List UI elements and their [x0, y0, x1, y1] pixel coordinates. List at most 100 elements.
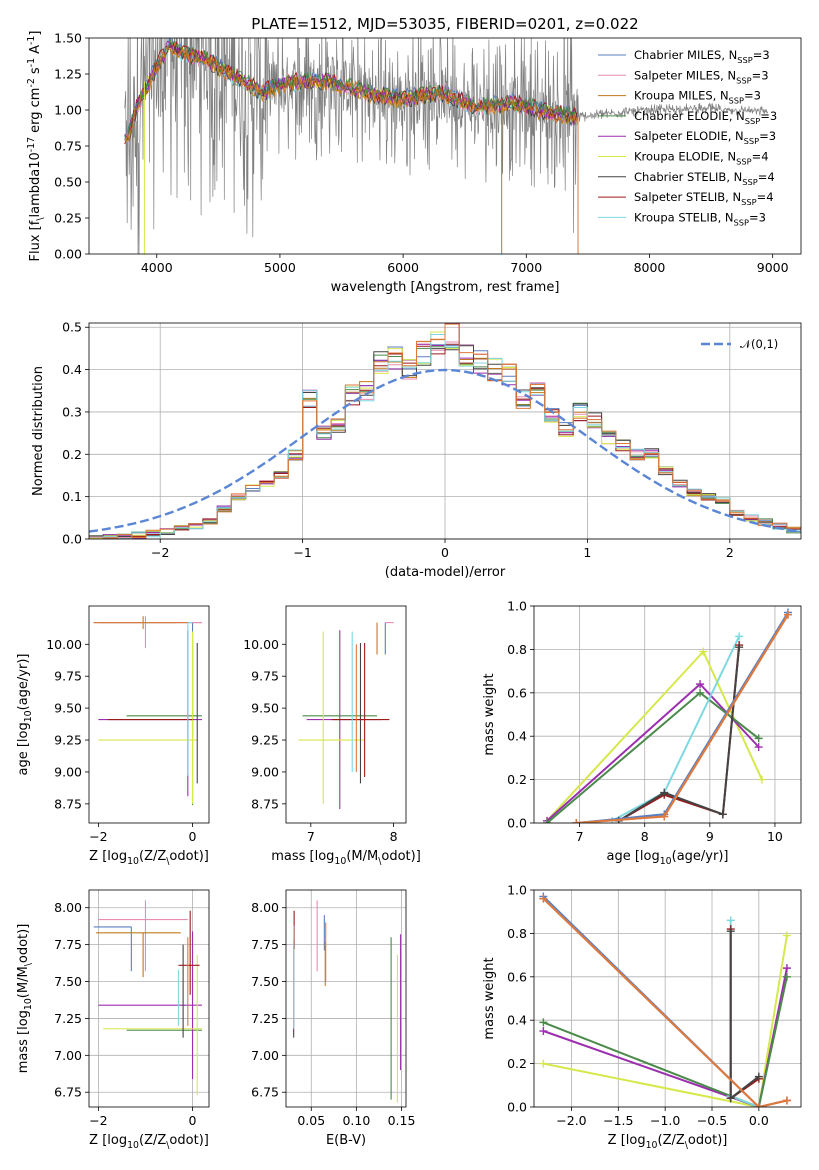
y-tick-label: 0.6 — [507, 685, 527, 700]
x-tick-label: 0 — [189, 1113, 197, 1128]
x-tick-label: 0 — [441, 545, 449, 560]
weight-marker-kroupa_stelib — [735, 632, 744, 641]
y-tick-label: 0.1 — [62, 489, 82, 504]
legend-label: Chabrier MILES, NSSP=3 — [634, 48, 770, 65]
model-spectrum-chabrier_elodie — [124, 38, 578, 142]
weight-marker-orange_model — [660, 812, 669, 821]
plot-area — [539, 892, 791, 1107]
y-tick-label: 7.00 — [251, 1048, 279, 1063]
x-tick-label: −2.0 — [556, 1113, 586, 1128]
axes-frame — [533, 605, 802, 824]
panel-spectrum: 4000 5000 6000 7000 8000 9000 0.00 0.25 0.50 0.75… — [26, 15, 802, 295]
y-tick-label: 0.4 — [507, 1013, 527, 1028]
y-axis-label: mass weight — [482, 957, 497, 1039]
normal-distribution-curve — [89, 368, 801, 533]
y-tick-label: 0.2 — [507, 772, 527, 787]
axes-frame — [285, 605, 407, 824]
axes-frame — [285, 889, 407, 1108]
y-tick-label: 9.25 — [54, 733, 82, 748]
legend-label: 𝒩(0,1) — [740, 337, 778, 351]
weight-marker-chabrier_elodie — [543, 819, 552, 823]
y-tick-label: 7.50 — [54, 974, 82, 989]
weight-marker-kroupa_stelib — [726, 916, 735, 925]
x-tick-label: 7 — [307, 829, 315, 844]
plot-area — [93, 616, 202, 806]
x-tick-label: 7000 — [510, 260, 542, 275]
y-tick-label: 9.00 — [251, 764, 279, 779]
x-tick-label: 0 — [189, 829, 197, 844]
y-tick-label: 1.25 — [54, 67, 82, 82]
weight-marker-chabrier_stelib — [726, 927, 735, 936]
axes-frame — [533, 889, 802, 1108]
weight-marker-chabrier_elodie — [782, 972, 791, 981]
legend-label: Salpeter MILES, NSSP=3 — [634, 68, 769, 85]
panel-mass_vs_Z: −2 0 6.75 7.00 7.25 7.50 7.75 8.00 Z [log10(Z/Z\… — [16, 889, 210, 1151]
x-tick-label: 0.0 — [749, 1113, 769, 1128]
y-axis-label: Normed distribution — [31, 366, 46, 496]
x-axis-label: age [log10(age/yr)] — [606, 849, 728, 867]
x-tick-label: −1.0 — [650, 1113, 680, 1128]
weight-marker-orange_model — [782, 1096, 791, 1105]
x-tick-label: 1 — [583, 545, 591, 560]
x-tick-label: 0.15 — [388, 1113, 416, 1128]
legend-label: Salpeter ELODIE, NSSP=3 — [634, 129, 776, 146]
y-tick-label: 0.25 — [54, 211, 82, 226]
weight-marker-chabrier_elodie — [696, 688, 705, 697]
y-tick-label: 0.00 — [54, 247, 82, 262]
weight-line-orange_model — [542, 897, 788, 1107]
weight-marker-kroupa_elodie — [699, 647, 708, 656]
weight-marker-chabrier_elodie — [539, 1018, 548, 1027]
axes-frame — [88, 37, 802, 255]
axes-frame — [88, 605, 210, 824]
x-tick-label: 8 — [641, 829, 649, 844]
x-axis-label: Z [log10(Z/Z\odot)] — [89, 849, 209, 867]
axes-frame — [88, 322, 802, 540]
x-tick-label: −0.5 — [697, 1113, 727, 1128]
y-tick-label: 9.25 — [251, 733, 279, 748]
weight-marker-orange_model — [539, 894, 548, 903]
y-tick-label: 9.75 — [251, 669, 279, 684]
legend-label: Kroupa MILES, NSSP=3 — [634, 89, 761, 106]
x-tick-label: 6000 — [387, 260, 419, 275]
y-tick-label: 7.50 — [251, 974, 279, 989]
x-tick-label: 9 — [706, 829, 714, 844]
y-tick-label: 0.4 — [507, 729, 527, 744]
weight-marker-chabrier_stelib — [726, 1094, 735, 1103]
weight-marker-orange_model — [572, 819, 581, 823]
y-tick-label: 8.75 — [54, 796, 82, 811]
weight-line-orange_model — [576, 614, 789, 823]
x-axis-label: wavelength [Angstrom, rest frame] — [331, 280, 560, 295]
y-tick-label: 1.0 — [507, 883, 527, 898]
plot-area — [89, 323, 801, 539]
x-tick-label: 8 — [390, 829, 398, 844]
y-tick-label: 7.25 — [54, 1011, 82, 1026]
plot-area — [293, 900, 402, 1103]
x-tick-label: 4000 — [141, 260, 173, 275]
y-tick-label: 1.00 — [54, 103, 82, 118]
axes-frame — [88, 889, 210, 1108]
x-tick-label: 0.05 — [297, 1113, 325, 1128]
weight-marker-salpeter_elodie — [539, 1027, 548, 1036]
plot-area — [124, 38, 769, 254]
weight-marker-chabrier_stelib — [718, 810, 727, 819]
y-tick-label: 0.0 — [62, 532, 82, 547]
y-tick-label: 0.0 — [507, 1100, 527, 1115]
panel-weight_vs_Z: −2.0 −1.5 −1.0 −0.5 0.0 0.0 0.2 0.4 0.6 0.8 1.0 Z [… — [482, 883, 802, 1151]
weight-line-salpeter_stelib — [729, 929, 760, 1101]
legend: Chabrier MILES, NSSP=3 Salpeter MILES, NS… — [598, 48, 777, 227]
weight-marker-salpeter_elodie — [754, 743, 763, 752]
legend-label: Kroupa STELIB, NSSP=3 — [634, 210, 766, 227]
y-tick-label: 9.50 — [251, 701, 279, 716]
residual-histogram-orange_model — [89, 323, 801, 539]
y-tick-label: 0.50 — [54, 175, 82, 190]
x-tick-label: −1.5 — [603, 1113, 633, 1128]
weight-marker-chabrier_stelib — [754, 1072, 763, 1081]
plot-area — [93, 900, 202, 1096]
x-axis-label: mass [log10(M/M\odot)] — [271, 849, 421, 867]
y-axis-label: mass weight — [482, 673, 497, 755]
y-tick-label: 6.75 — [54, 1085, 82, 1100]
y-tick-label: 0.8 — [507, 926, 527, 941]
x-tick-label: 10 — [767, 829, 783, 844]
x-axis-label: Z [log10(Z/Z\odot)] — [608, 1133, 728, 1151]
